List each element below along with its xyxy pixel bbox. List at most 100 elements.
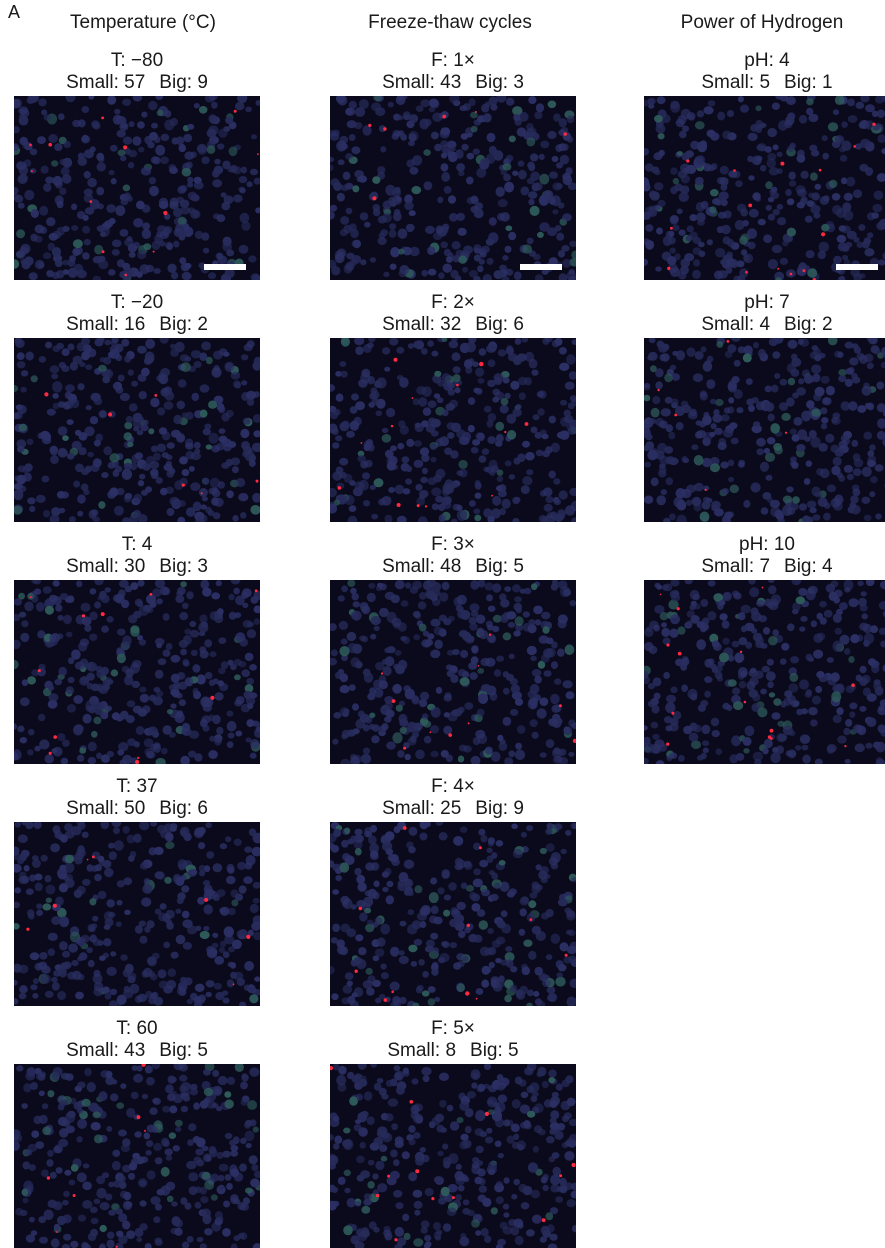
big-count-value: 5	[508, 1040, 519, 1062]
small-count-label: Small:	[701, 314, 754, 336]
fluorescence-micrograph	[330, 822, 576, 1006]
condition-label: F: 3×	[330, 534, 576, 556]
count-line: Small: 7 Big: 4	[644, 556, 885, 578]
small-count-value: 16	[124, 314, 145, 336]
big-count-value: 3	[513, 72, 524, 94]
big-count-label: Big:	[475, 72, 508, 94]
micrograph-cell-freeze-thaw-2: F: 2×Small: 32 Big: 6	[330, 292, 576, 522]
small-count-value: 48	[440, 556, 461, 578]
fluorescence-micrograph	[14, 1064, 260, 1248]
count-line: Small: 57 Big: 9	[14, 72, 260, 94]
fluorescence-micrograph	[330, 96, 576, 280]
big-count-label: Big:	[475, 314, 508, 336]
count-line: Small: 5 Big: 1	[644, 72, 885, 94]
small-count-value: 25	[440, 798, 461, 820]
condition-label: T: 60	[14, 1018, 260, 1040]
condition-label: F: 4×	[330, 776, 576, 798]
count-line: Small: 43 Big: 3	[330, 72, 576, 94]
small-count-label: Small:	[701, 556, 754, 578]
small-count-value: 8	[445, 1040, 456, 1062]
fluorescence-micrograph	[330, 580, 576, 764]
small-count-value: 43	[440, 72, 461, 94]
small-count-value: 43	[124, 1040, 145, 1062]
big-count-value: 3	[197, 556, 208, 578]
big-count-label: Big:	[159, 1040, 192, 1062]
small-count-label: Small:	[66, 1040, 119, 1062]
small-count-value: 4	[759, 314, 770, 336]
count-line: Small: 50 Big: 6	[14, 798, 260, 820]
big-count-value: 5	[513, 556, 524, 578]
big-count-value: 2	[197, 314, 208, 336]
big-count-value: 4	[822, 556, 833, 578]
condition-label: F: 2×	[330, 292, 576, 314]
small-count-value: 57	[124, 72, 145, 94]
small-count-label: Small:	[66, 314, 119, 336]
big-count-label: Big:	[784, 314, 817, 336]
big-count-value: 6	[513, 314, 524, 336]
small-count-value: 7	[759, 556, 770, 578]
micrograph-cell-freeze-thaw-3: F: 3×Small: 48 Big: 5	[330, 534, 576, 764]
fluorescence-micrograph	[644, 580, 885, 764]
big-count-label: Big:	[159, 72, 192, 94]
big-count-value: 9	[513, 798, 524, 820]
big-count-value: 5	[197, 1040, 208, 1062]
fluorescence-micrograph	[14, 580, 260, 764]
fluorescence-micrograph	[644, 338, 885, 522]
fluorescence-micrograph	[330, 338, 576, 522]
big-count-value: 9	[197, 72, 208, 94]
small-count-label: Small:	[66, 72, 119, 94]
fluorescence-micrograph	[14, 338, 260, 522]
small-count-label: Small:	[66, 798, 119, 820]
small-count-label: Small:	[66, 556, 119, 578]
big-count-value: 6	[197, 798, 208, 820]
condition-label: F: 5×	[330, 1018, 576, 1040]
small-count-label: Small:	[387, 1040, 440, 1062]
condition-label: T: −20	[14, 292, 260, 314]
small-count-value: 5	[759, 72, 770, 94]
column-header-freeze-thaw: Freeze-thaw cycles	[320, 12, 580, 34]
big-count-label: Big:	[159, 798, 192, 820]
fluorescence-micrograph	[14, 822, 260, 1006]
big-count-label: Big:	[475, 556, 508, 578]
count-line: Small: 48 Big: 5	[330, 556, 576, 578]
big-count-label: Big:	[784, 72, 817, 94]
big-count-label: Big:	[784, 556, 817, 578]
fluorescence-micrograph	[14, 96, 260, 280]
small-count-label: Small:	[382, 798, 435, 820]
big-count-value: 1	[822, 72, 833, 94]
condition-label: pH: 7	[644, 292, 885, 314]
count-line: Small: 30 Big: 3	[14, 556, 260, 578]
condition-label: T: 4	[14, 534, 260, 556]
condition-label: T: −80	[14, 50, 260, 72]
condition-label: T: 37	[14, 776, 260, 798]
column-header-ph: Power of Hydrogen	[632, 12, 885, 34]
small-count-label: Small:	[382, 314, 435, 336]
big-count-value: 2	[822, 314, 833, 336]
big-count-label: Big:	[159, 556, 192, 578]
small-count-value: 50	[124, 798, 145, 820]
count-line: Small: 4 Big: 2	[644, 314, 885, 336]
scale-bar	[836, 264, 878, 270]
small-count-label: Small:	[701, 72, 754, 94]
condition-label: pH: 10	[644, 534, 885, 556]
fluorescence-micrograph	[330, 1064, 576, 1248]
small-count-value: 32	[440, 314, 461, 336]
small-count-value: 30	[124, 556, 145, 578]
small-count-label: Small:	[382, 556, 435, 578]
column-header-temperature: Temperature (°C)	[13, 12, 273, 34]
small-count-label: Small:	[382, 72, 435, 94]
count-line: Small: 43 Big: 5	[14, 1040, 260, 1062]
condition-label: pH: 4	[644, 50, 885, 72]
